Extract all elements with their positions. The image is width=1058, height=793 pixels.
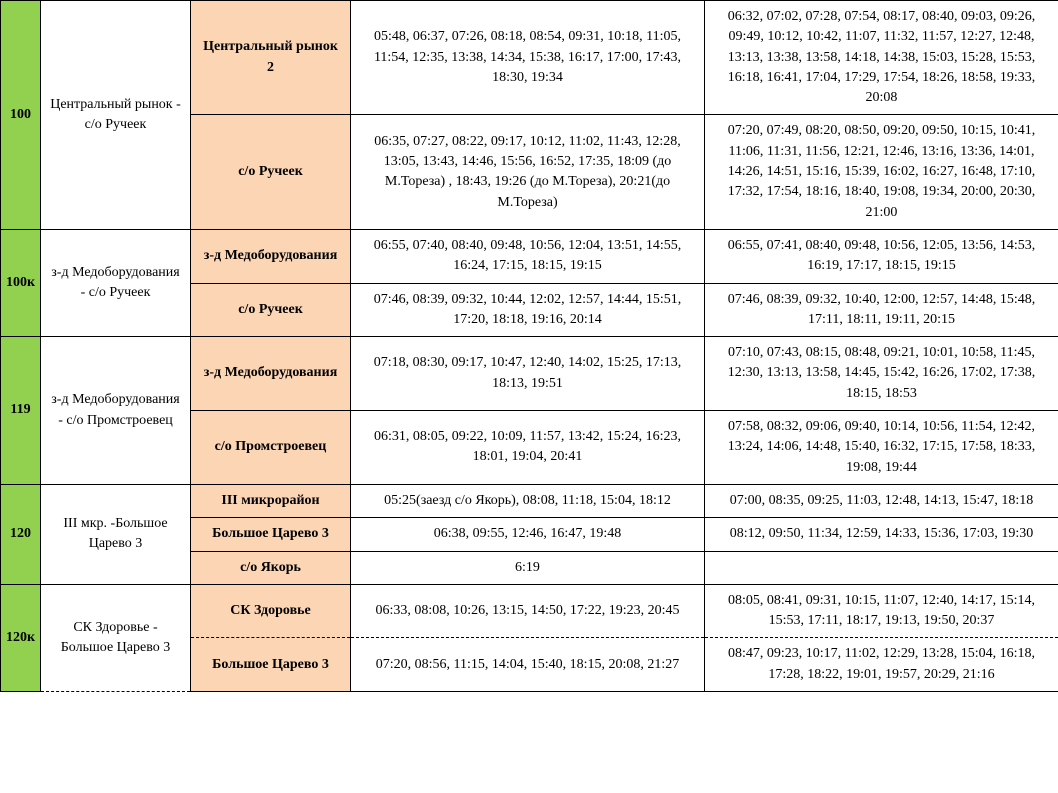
stop-name-cell: III микрорайон <box>191 484 351 517</box>
stop-name-cell: с/о Промстроевец <box>191 411 351 485</box>
times-cell: 06:55, 07:40, 08:40, 09:48, 10:56, 12:04… <box>351 229 705 283</box>
times-cell: 07:00, 08:35, 09:25, 11:03, 12:48, 14:13… <box>705 484 1058 517</box>
times-cell: 06:55, 07:41, 08:40, 09:48, 10:56, 12:05… <box>705 229 1058 283</box>
times-cell: 6:19 <box>351 551 705 584</box>
times-cell: 07:58, 08:32, 09:06, 09:40, 10:14, 10:56… <box>705 411 1058 485</box>
route-number-cell: 100к <box>1 229 41 336</box>
table-row: 100к з-д Медоборудования - с/о Ручеек з-… <box>1 229 1058 283</box>
stop-name-cell: с/о Ручеек <box>191 283 351 337</box>
bus-schedule-table: 100 Центральный рынок - с/о Ручеек Центр… <box>0 0 1058 692</box>
route-number-cell: 120к <box>1 584 41 691</box>
times-cell: 08:05, 08:41, 09:31, 10:15, 11:07, 12:40… <box>705 584 1058 638</box>
stop-name-cell: Центральный рынок 2 <box>191 1 351 115</box>
times-cell: 07:18, 08:30, 09:17, 10:47, 12:40, 14:02… <box>351 337 705 411</box>
stop-name-cell: с/о Ручеек <box>191 115 351 229</box>
times-cell: 05:25(заезд с/о Якорь), 08:08, 11:18, 15… <box>351 484 705 517</box>
times-cell: 07:10, 07:43, 08:15, 08:48, 09:21, 10:01… <box>705 337 1058 411</box>
route-name-cell: з-д Медоборудования - с/о Промстроевец <box>41 337 191 485</box>
route-number-cell: 100 <box>1 1 41 230</box>
route-name-cell: Центральный рынок - с/о Ручеек <box>41 1 191 230</box>
route-number-cell: 120 <box>1 484 41 584</box>
times-cell: 08:47, 09:23, 10:17, 11:02, 12:29, 13:28… <box>705 638 1058 692</box>
route-name-cell: з-д Медоборудования - с/о Ручеек <box>41 229 191 336</box>
table-row: 120 III мкр. -Большое Царево 3 III микро… <box>1 484 1058 517</box>
times-cell: 07:20, 08:56, 11:15, 14:04, 15:40, 18:15… <box>351 638 705 692</box>
stop-name-cell: Большое Царево 3 <box>191 638 351 692</box>
stop-name-cell: с/о Якорь <box>191 551 351 584</box>
times-cell: 06:35, 07:27, 08:22, 09:17, 10:12, 11:02… <box>351 115 705 229</box>
route-name-cell: СК Здоровье - Большое Царево 3 <box>41 584 191 691</box>
times-cell: 07:20, 07:49, 08:20, 08:50, 09:20, 09:50… <box>705 115 1058 229</box>
stop-name-cell: Большое Царево 3 <box>191 518 351 551</box>
stop-name-cell: з-д Медоборудования <box>191 229 351 283</box>
route-number-cell: 119 <box>1 337 41 485</box>
times-cell <box>705 551 1058 584</box>
times-cell: 06:31, 08:05, 09:22, 10:09, 11:57, 13:42… <box>351 411 705 485</box>
times-cell: 06:32, 07:02, 07:28, 07:54, 08:17, 08:40… <box>705 1 1058 115</box>
stop-name-cell: СК Здоровье <box>191 584 351 638</box>
times-cell: 08:12, 09:50, 11:34, 12:59, 14:33, 15:36… <box>705 518 1058 551</box>
route-name-cell: III мкр. -Большое Царево 3 <box>41 484 191 584</box>
table-row: 119 з-д Медоборудования - с/о Промстроев… <box>1 337 1058 411</box>
table-row: 120к СК Здоровье - Большое Царево 3 СК З… <box>1 584 1058 638</box>
times-cell: 07:46, 08:39, 09:32, 10:40, 12:00, 12:57… <box>705 283 1058 337</box>
stop-name-cell: з-д Медоборудования <box>191 337 351 411</box>
schedule-body: 100 Центральный рынок - с/о Ручеек Центр… <box>1 1 1058 692</box>
times-cell: 05:48, 06:37, 07:26, 08:18, 08:54, 09:31… <box>351 1 705 115</box>
times-cell: 06:33, 08:08, 10:26, 13:15, 14:50, 17:22… <box>351 584 705 638</box>
times-cell: 06:38, 09:55, 12:46, 16:47, 19:48 <box>351 518 705 551</box>
table-row: 100 Центральный рынок - с/о Ручеек Центр… <box>1 1 1058 115</box>
times-cell: 07:46, 08:39, 09:32, 10:44, 12:02, 12:57… <box>351 283 705 337</box>
